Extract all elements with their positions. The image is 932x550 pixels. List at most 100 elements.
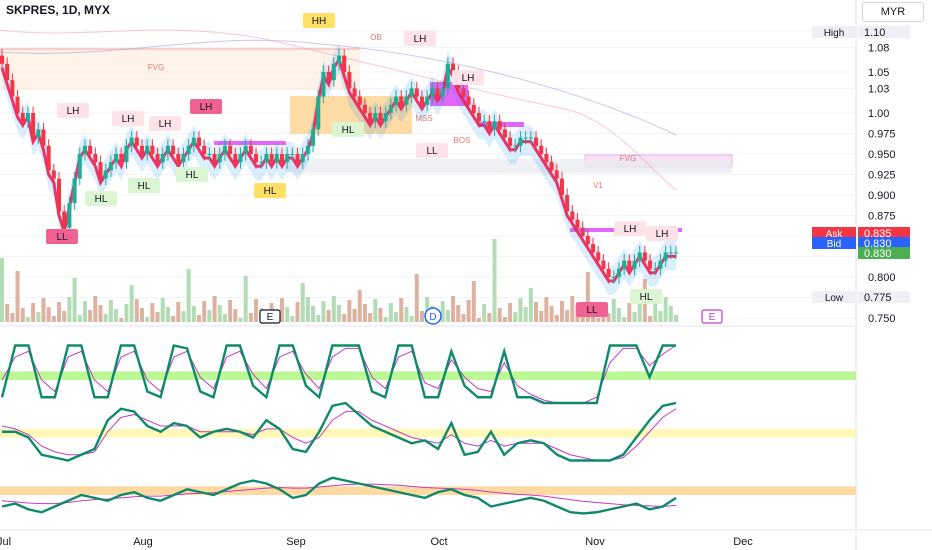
candle-body xyxy=(331,63,336,81)
swing-label-box xyxy=(57,103,89,118)
swing-label-box xyxy=(190,99,222,114)
candle-body xyxy=(269,154,274,163)
swing-label-box xyxy=(176,167,208,182)
candle-body xyxy=(674,252,678,254)
volume-bar xyxy=(41,298,46,322)
volume-bar xyxy=(637,298,642,322)
candle-body xyxy=(305,145,310,154)
oscillator-line xyxy=(1,476,677,515)
swing-label-box xyxy=(332,122,364,137)
price-axis[interactable]: 1.10 1.08 1.05 1.03 1.00 0.975 0.950 0.925 0.900… xyxy=(812,0,932,550)
time-axis[interactable]: Jul Aug Sep Oct Nov Dec xyxy=(0,529,932,548)
swing-label: LH xyxy=(159,119,172,130)
candle-body xyxy=(554,170,559,179)
oscillator-band xyxy=(0,371,856,380)
candle-body xyxy=(134,137,139,146)
volume-bar xyxy=(534,302,539,322)
volume-bar xyxy=(197,315,202,322)
candle-body xyxy=(103,170,108,179)
candle-body xyxy=(342,55,347,72)
swing-label: HL xyxy=(264,186,277,197)
price-tick: 0.800 xyxy=(868,272,896,284)
volume-bar xyxy=(228,300,233,322)
candle-body xyxy=(124,145,129,163)
swing-label: HL xyxy=(95,194,108,205)
candle-body xyxy=(36,129,41,138)
candle-body xyxy=(77,154,82,179)
swing-label-box xyxy=(452,70,484,85)
volume-bar xyxy=(570,296,575,322)
volume-bar xyxy=(606,313,611,322)
price-tick: 1.03 xyxy=(868,83,889,95)
swing-label-box xyxy=(614,221,646,236)
candle-body xyxy=(642,252,647,261)
swing-label-box xyxy=(149,116,181,131)
price-marker-tag xyxy=(812,237,856,249)
volume-bar xyxy=(124,304,129,322)
candle-body xyxy=(471,104,476,113)
zone-label: BOS xyxy=(454,136,471,145)
candle-body xyxy=(440,88,445,97)
volume-bar xyxy=(321,301,326,322)
volume-bar xyxy=(119,318,124,322)
time-tick: Sep xyxy=(286,536,306,548)
swing-label: LL xyxy=(56,232,68,243)
volume-bar xyxy=(668,306,673,322)
candle-body xyxy=(93,154,98,163)
price-marker-box xyxy=(858,237,910,249)
volume-bar xyxy=(31,303,36,322)
candle-body xyxy=(518,137,523,146)
oscillator-signal xyxy=(1,408,677,461)
volume-bar xyxy=(248,313,253,322)
candle-body xyxy=(539,145,544,154)
candle-body xyxy=(378,113,383,122)
candlesticks[interactable] xyxy=(0,49,678,284)
candle-body xyxy=(492,121,497,130)
candle-body xyxy=(373,113,378,122)
candle-body xyxy=(274,154,279,163)
price-axis-bg xyxy=(857,0,932,550)
liquidity-line xyxy=(214,141,286,145)
volume-bar xyxy=(502,317,507,322)
volume-bar xyxy=(497,308,502,322)
candle-body xyxy=(222,145,227,154)
currency-button[interactable]: MYR xyxy=(862,2,924,22)
volume-bar xyxy=(425,297,430,322)
candle-body xyxy=(352,88,357,97)
fvg-zone xyxy=(0,48,360,90)
volume-bar xyxy=(466,300,471,322)
candle-body xyxy=(108,162,113,171)
volume-bar xyxy=(456,305,461,322)
swing-label: HL xyxy=(640,292,653,303)
candle-body xyxy=(228,145,233,154)
oscillator-band xyxy=(0,428,856,438)
dividend-marker xyxy=(424,307,442,325)
price-marker-tag xyxy=(812,26,856,38)
gray-zone xyxy=(285,159,732,173)
volume-bar xyxy=(399,298,404,322)
volume-bar xyxy=(461,314,466,322)
swing-label: HH xyxy=(312,16,326,27)
candle-body xyxy=(658,260,663,269)
price-marker-box xyxy=(858,26,910,38)
candle-body xyxy=(259,162,264,164)
volume-bar xyxy=(331,296,336,322)
volume-bar xyxy=(471,281,476,322)
candle-body xyxy=(466,96,471,105)
candle-body xyxy=(150,145,155,154)
mid-ma xyxy=(0,29,677,191)
price-marker-label: High xyxy=(824,28,845,39)
candle-body xyxy=(404,96,409,105)
candle-body xyxy=(238,154,243,163)
volume-bar xyxy=(15,271,20,322)
volume-bar xyxy=(487,313,492,322)
time-tick: Nov xyxy=(585,536,605,548)
price-marker-value: 0.775 xyxy=(864,292,892,304)
volume-bar xyxy=(419,311,424,322)
swing-label: LH xyxy=(656,229,669,240)
candle-body xyxy=(513,145,518,147)
volume-bar xyxy=(285,307,290,322)
symbol-title[interactable]: SKPRES, 1D, MYX xyxy=(6,3,111,17)
